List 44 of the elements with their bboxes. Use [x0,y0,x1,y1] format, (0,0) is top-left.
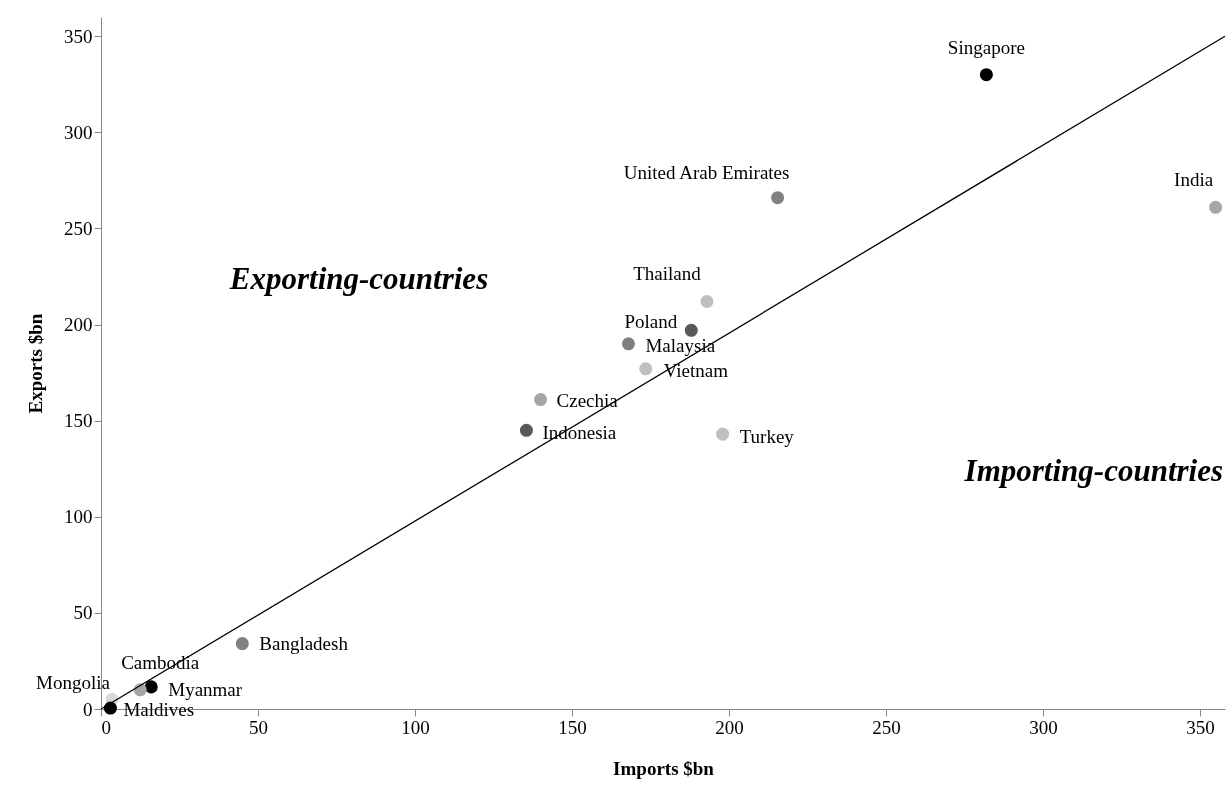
series-label: Turkey [739,426,795,448]
point [621,337,635,351]
point [684,323,698,337]
y-tick-label: 0 [83,698,93,720]
point [700,294,714,308]
y-tick-label: 100 [64,506,93,528]
series-label: Czechia [556,389,619,411]
series-label: Maldives [123,699,195,721]
series-label: United Arab Emirates [623,161,790,183]
series-label: Singapore [947,36,1025,58]
y-tick-label: 250 [64,217,93,239]
x-tick-label: 300 [1029,716,1058,738]
series-label: Mongolia [36,672,111,694]
annotation: Exporting-countries [228,261,489,296]
y-tick-label: 150 [64,410,93,432]
y-tick-label: 350 [64,25,93,47]
series-label: Poland [624,311,678,333]
x-tick-label: 0 [101,716,111,738]
y-tick-label: 200 [64,314,93,336]
y-tick-label: 300 [64,121,93,143]
point [716,427,730,441]
x-tick-label: 200 [715,716,744,738]
series-label: Myanmar [168,678,243,700]
point [144,680,158,694]
point [979,68,993,82]
x-tick-label: 50 [248,716,268,738]
x-tick-label: 350 [1186,716,1215,738]
series-label: Vietnam [663,359,729,381]
y-tick-label: 50 [73,602,93,624]
point [1209,200,1223,214]
point [519,423,533,437]
point [534,393,548,407]
annotation: Importing-countries [963,453,1223,488]
point [639,362,653,376]
x-tick-label: 250 [872,716,901,738]
x-tick-label: 150 [558,716,587,738]
series-label: India [1174,169,1214,191]
x-tick-label: 100 [401,716,430,738]
point [771,191,785,205]
point [235,637,249,651]
x-axis-title: Imports $bn [613,757,715,779]
series-label: Thailand [633,263,702,285]
series-label: Bangladesh [259,632,349,654]
y-axis-title: Exports $bn [25,313,46,414]
